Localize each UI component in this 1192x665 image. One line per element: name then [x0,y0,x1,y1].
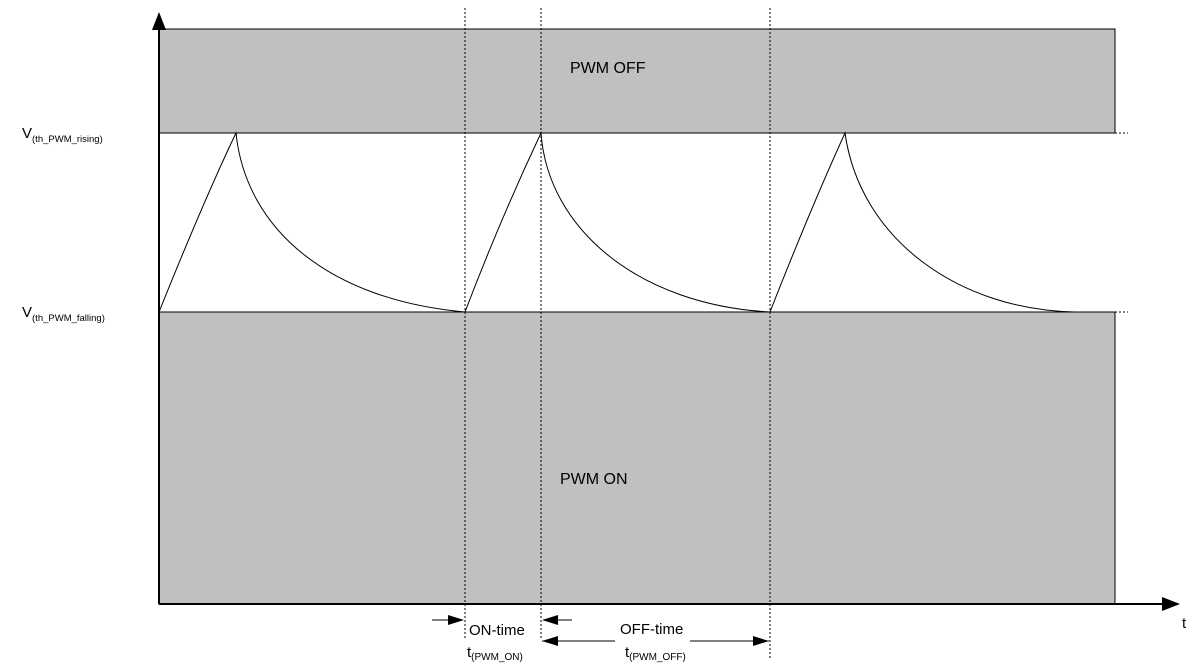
on-time-label: ON-time [469,622,525,639]
off-time-symbol-label: t(PWM_OFF) [625,644,686,663]
off-time-label: OFF-time [620,621,683,638]
falling-threshold-label: V(th_PWM_falling) [22,304,105,324]
pwm-off-label: PWM OFF [570,60,646,77]
pwm-on-region [158,311,1116,605]
falling-threshold-subscript: (th_PWM_falling) [32,313,105,324]
on-time-symbol: t [467,644,472,661]
off-time-symbol: t [625,644,630,661]
rising-threshold-label: V(th_PWM_rising) [22,125,103,145]
rising-threshold-symbol: V [22,125,32,142]
pwm-off-region [158,28,1116,134]
time-axis-label: t [1182,615,1187,632]
off-time-left-arrowhead [542,636,558,646]
x-axis-arrowhead [1162,597,1180,611]
off-time-right-arrowhead [753,636,769,646]
on-time-left-arrowhead [448,615,464,625]
y-axis-arrowhead [152,12,166,30]
on-time-right-arrowhead [542,615,558,625]
falling-threshold-symbol: V [22,304,32,321]
off-time-subscript: (PWM_OFF) [629,652,686,663]
capacitor-waveform [158,131,1076,313]
pwm-on-label: PWM ON [560,471,628,488]
on-time-subscript: (PWM_ON) [471,652,523,663]
rising-threshold-subscript: (th_PWM_rising) [32,134,103,145]
on-time-symbol-label: t(PWM_ON) [467,644,523,663]
